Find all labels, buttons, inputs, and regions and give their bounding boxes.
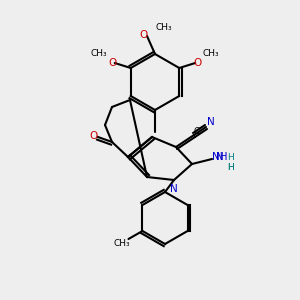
Text: N: N [207, 117, 215, 127]
Text: CH₃: CH₃ [90, 49, 107, 58]
Text: CH₃: CH₃ [203, 49, 220, 58]
Text: O: O [139, 30, 147, 40]
Text: O: O [193, 58, 201, 68]
Text: H: H [227, 163, 234, 172]
Text: O: O [109, 58, 117, 68]
Text: N: N [170, 184, 178, 194]
Text: O: O [89, 131, 97, 141]
Text: H: H [227, 152, 234, 161]
Text: CH₃: CH₃ [113, 239, 130, 248]
Text: NH: NH [212, 152, 228, 162]
Text: H: H [226, 163, 233, 172]
Text: C: C [194, 127, 200, 136]
Text: CH₃: CH₃ [155, 23, 172, 32]
Text: N: N [216, 152, 224, 162]
